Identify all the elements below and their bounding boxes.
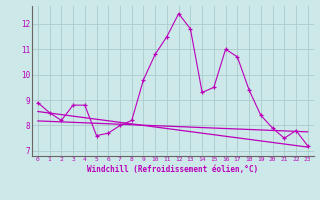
- X-axis label: Windchill (Refroidissement éolien,°C): Windchill (Refroidissement éolien,°C): [87, 165, 258, 174]
